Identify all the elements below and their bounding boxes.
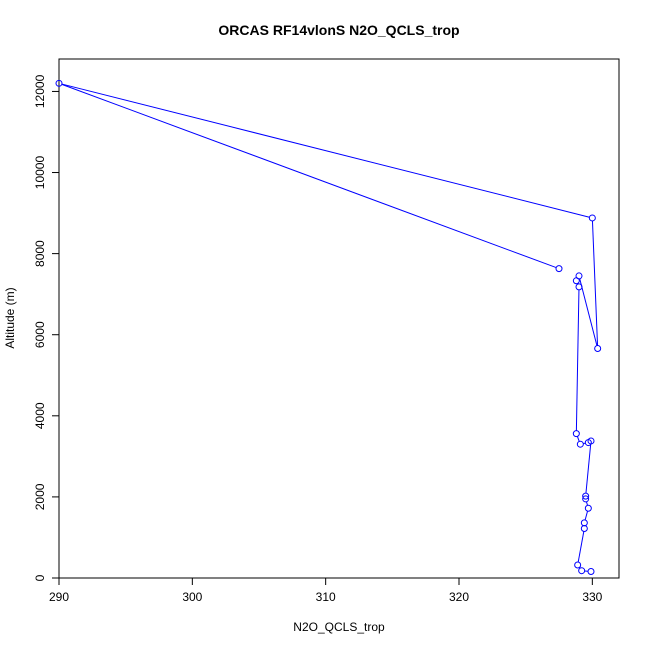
data-point (594, 345, 602, 353)
data-point (584, 504, 592, 512)
data-point (555, 265, 563, 273)
data-point (575, 272, 583, 280)
data-point (584, 439, 592, 447)
series-line (61, 83, 599, 572)
y-tick-label: 6000 (33, 321, 47, 348)
data-point (580, 525, 588, 533)
data-point (588, 214, 596, 222)
series-points (55, 79, 602, 576)
series-segment (61, 83, 590, 218)
y-tick-label: 10000 (33, 156, 47, 190)
x-axis-label: N2O_QCLS_trop (293, 620, 385, 634)
chart-title: ORCAS RF14vlonS N2O_QCLS_trop (218, 22, 459, 38)
series-segment (586, 501, 588, 506)
data-point (582, 492, 590, 500)
series-segment (61, 83, 557, 269)
x-tick-label: 300 (182, 590, 202, 604)
x-tick-label: 310 (316, 590, 336, 604)
x-tick-label: 330 (582, 590, 602, 604)
series-segment (584, 511, 589, 521)
series-segment (585, 443, 592, 494)
x-tick-label: 320 (449, 590, 469, 604)
data-point (587, 568, 595, 576)
data-point (575, 283, 583, 291)
series-segment (591, 220, 599, 346)
y-tick-label: 4000 (33, 402, 47, 429)
series-segment (577, 531, 585, 563)
series-segment (576, 436, 580, 442)
series-segment (575, 289, 580, 431)
plot-frame (58, 58, 620, 579)
data-point (578, 567, 586, 575)
y-tick-label: 0 (33, 574, 47, 581)
y-tick-label: 12000 (33, 74, 47, 108)
data-point (582, 495, 590, 503)
data-point (576, 440, 584, 448)
y-axis-label: Altitude (m) (3, 287, 17, 348)
y-tick-label: 2000 (33, 483, 47, 510)
x-axis: 290 300 310 320 330 (49, 577, 603, 604)
series-segment (579, 278, 598, 346)
data-point (580, 519, 588, 527)
data-point (572, 430, 580, 438)
y-tick-label: 8000 (33, 240, 47, 267)
data-point (55, 79, 63, 87)
x-tick-label: 290 (49, 590, 69, 604)
data-point (574, 561, 582, 569)
y-axis: 0 2000 4000 6000 8000 10000 12000 (33, 74, 60, 581)
